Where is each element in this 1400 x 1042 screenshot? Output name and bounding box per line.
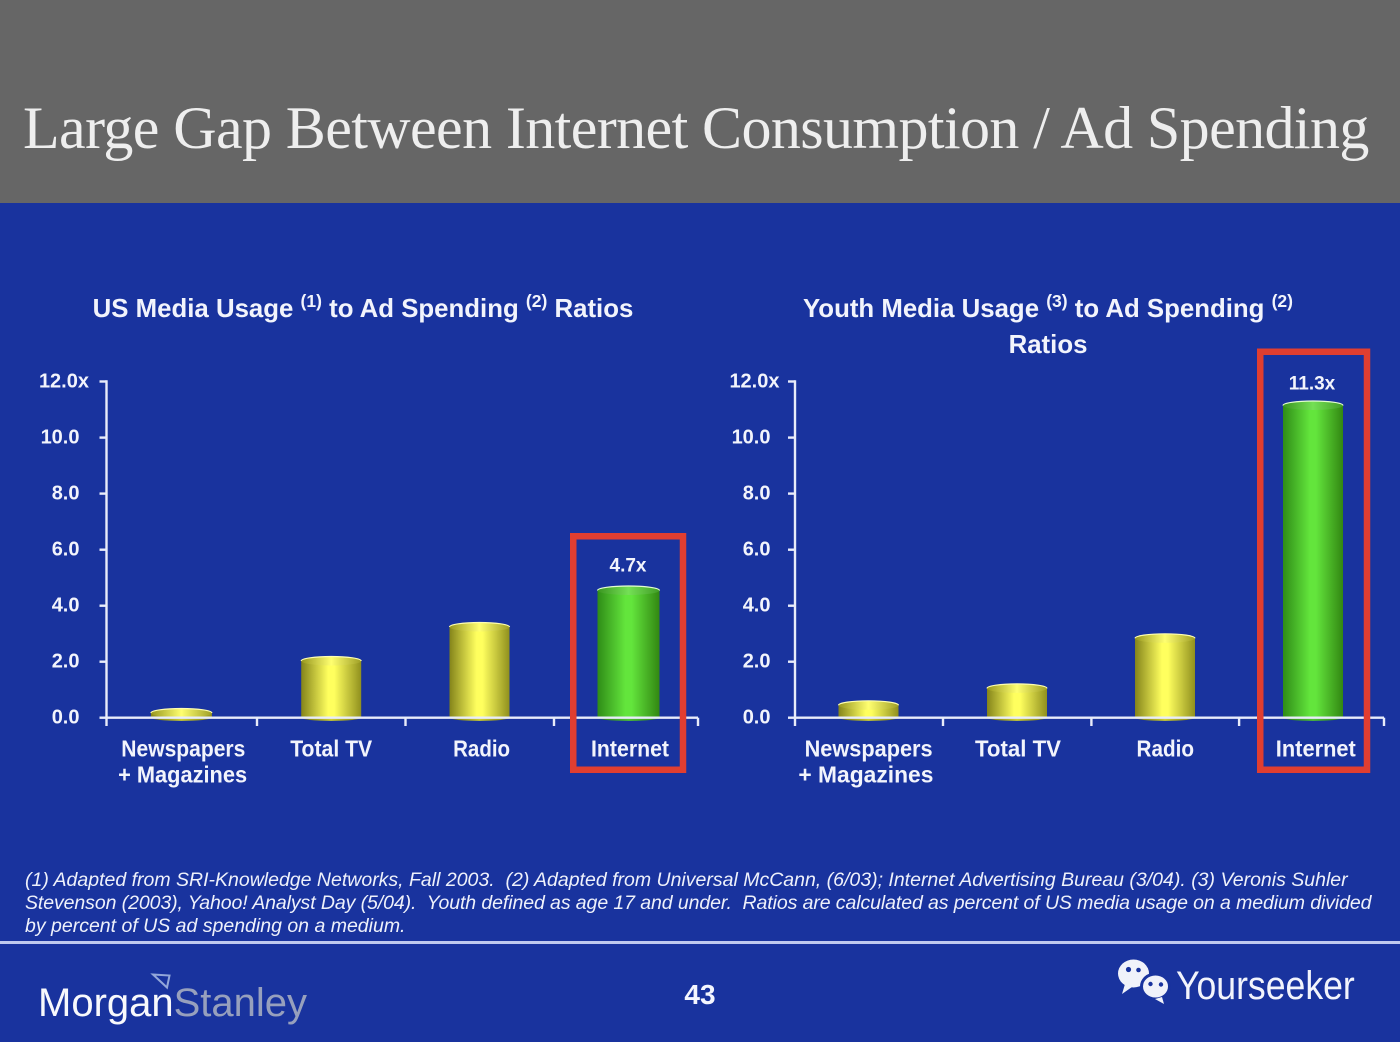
svg-text:10.0: 10.0 — [732, 427, 771, 449]
svg-text:Radio: Radio — [453, 736, 510, 762]
svg-text:8.0: 8.0 — [52, 483, 80, 505]
svg-text:6.0: 6.0 — [743, 539, 771, 561]
svg-text:12.0x: 12.0x — [729, 371, 779, 393]
svg-text:+ Magazines: + Magazines — [118, 762, 247, 788]
svg-text:8.0: 8.0 — [743, 483, 771, 505]
svg-text:10.0: 10.0 — [41, 427, 80, 449]
svg-text:Total TV: Total TV — [975, 736, 1062, 762]
svg-text:2.0: 2.0 — [743, 651, 771, 673]
svg-text:0.0: 0.0 — [743, 706, 771, 728]
svg-text:0.0: 0.0 — [52, 706, 80, 728]
svg-text:Radio: Radio — [1137, 736, 1195, 762]
svg-text:4.0: 4.0 — [743, 595, 771, 617]
svg-text:Newspapers: Newspapers — [805, 736, 933, 762]
svg-text:Internet: Internet — [591, 736, 669, 762]
svg-text:11.3x: 11.3x — [1289, 374, 1336, 395]
svg-text:2.0: 2.0 — [52, 651, 80, 673]
svg-text:4.7x: 4.7x — [610, 556, 647, 577]
svg-text:Total TV: Total TV — [290, 736, 373, 762]
svg-text:Newspapers: Newspapers — [121, 736, 245, 762]
svg-text:Internet: Internet — [1276, 736, 1356, 762]
svg-text:6.0: 6.0 — [52, 539, 80, 561]
svg-text:+ Magazines: + Magazines — [798, 762, 933, 788]
svg-text:4.0: 4.0 — [52, 595, 80, 617]
svg-text:12.0x: 12.0x — [39, 371, 89, 393]
